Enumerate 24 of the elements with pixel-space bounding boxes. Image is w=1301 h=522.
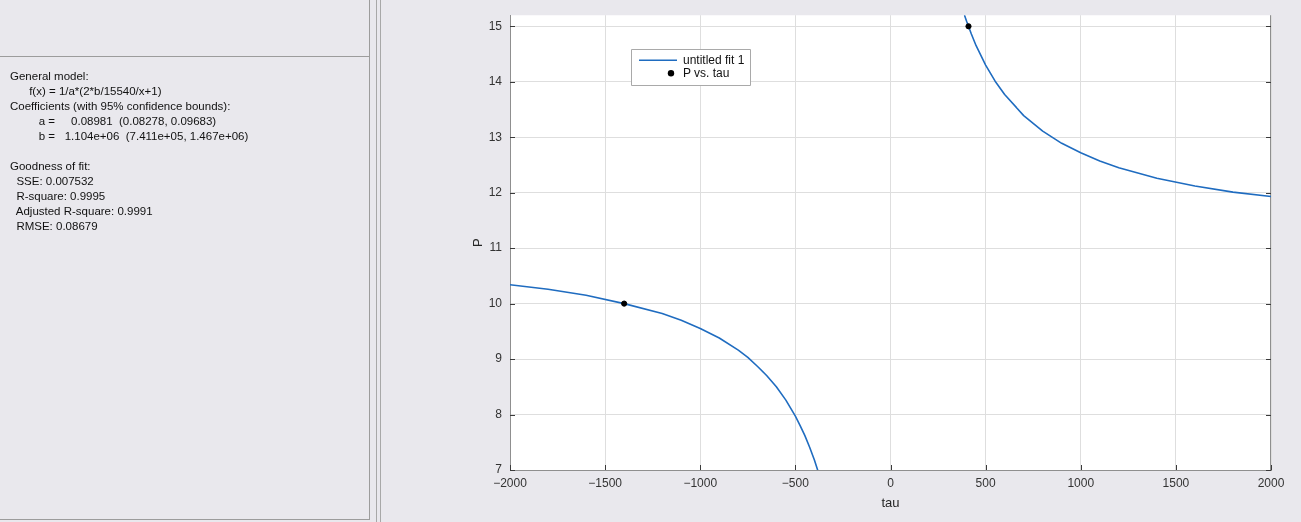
- text: General model: f(x) = 1/a*(2*b/15540/x+1) Coefficients (with 95% confidence bounds): a = 0.08981 (0.08278, 0.09683) b = 1.104e+06 (7.411e+05, 1.467e+06): [10, 69, 249, 144]
- y-tick-label: 11: [489, 240, 503, 255]
- y-tick-label: 8: [495, 406, 503, 421]
- x-axis-title: tau: [881, 494, 900, 510]
- x-tick-label: 1500: [1162, 475, 1190, 490]
- x-tick-label: 500: [975, 475, 996, 490]
- y-tick-label: 12: [488, 185, 503, 199]
- x-tick-label: −1000: [683, 475, 718, 490]
- x-tick-label: −2000: [493, 475, 528, 490]
- y-tick-label: 13: [488, 129, 503, 144]
- x-tick-label: −1500: [588, 475, 623, 490]
- x-tick-label: 1000: [1067, 475, 1095, 490]
- y-tick-label: 9: [495, 351, 503, 366]
- legend-label: untitled fit 1: [683, 52, 745, 67]
- y-tick-label: 14: [488, 74, 503, 89]
- y-axis-title: P: [470, 238, 486, 247]
- y-tick-label: 7: [495, 462, 503, 477]
- x-tick-label: 2000: [1257, 475, 1285, 490]
- x-tick-label: 0: [887, 475, 895, 490]
- y-tick-label: 10: [488, 295, 503, 310]
- x-tick-label: −500: [781, 475, 810, 490]
- text: Goodness of fit: SSE: 0.007532 R-square: 0.9995 Adjusted R-square: 0.9991 RMSE: 0.08679: [10, 159, 154, 234]
- legend-label: P vs. tau: [683, 65, 730, 80]
- y-tick-label: 15: [488, 18, 503, 33]
